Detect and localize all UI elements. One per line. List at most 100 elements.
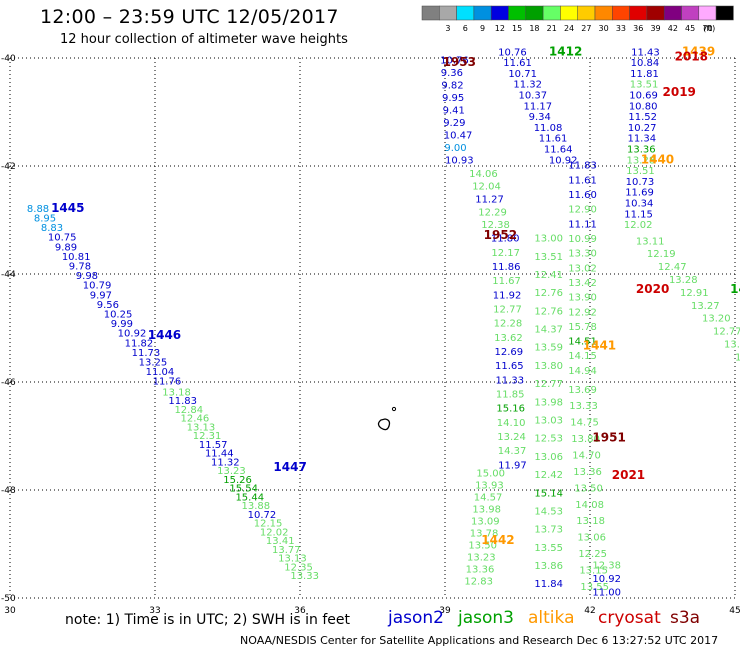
- wave-height-value: 11.92: [493, 290, 522, 301]
- colorbar-label: 30: [599, 24, 609, 33]
- wave-height-value: 12.04: [472, 182, 501, 193]
- wave-height-value: 13.09: [471, 517, 500, 528]
- colorbar-label: 27: [581, 24, 591, 33]
- wave-height-value: 11.04: [146, 367, 175, 378]
- wave-height-value: 13.88: [242, 501, 271, 512]
- pass-time-label: 1953: [443, 55, 476, 69]
- wave-height-value: 13.73: [534, 525, 563, 536]
- wave-height-value: 12.38: [592, 560, 621, 571]
- wave-height-value: 13.18: [162, 388, 191, 399]
- lat-tick-label: -50: [1, 594, 16, 604]
- wave-height-value: 11.83: [168, 396, 197, 407]
- colorbar-label: 21: [547, 24, 557, 33]
- wave-height-value: 13.27: [691, 301, 720, 312]
- islet-marker: [391, 406, 397, 412]
- legend-jason3: jason3: [458, 608, 514, 628]
- colorbar-label: 15: [512, 24, 522, 33]
- wave-height-value: 10.81: [62, 252, 91, 263]
- wave-height-value: 13.78: [470, 529, 499, 540]
- wave-height-value: 11.67: [492, 276, 521, 287]
- wave-height-value: 13.51: [534, 252, 563, 263]
- wave-height-value: 12.46: [181, 414, 210, 425]
- wave-height-value: 10.80: [629, 101, 658, 112]
- credit-footer: NOAA/NESDIS Center for Satellite Applica…: [240, 634, 719, 647]
- wave-height-value: 13.80: [571, 434, 600, 445]
- map-title: 12:00 – 23:59 UTC 12/05/2017: [40, 6, 339, 28]
- pass-time-labels: 1445 1446 1447 1953 1952 1951 1442 1441 1440 1439…: [51, 44, 740, 547]
- wave-height-value: 12.77: [493, 304, 522, 315]
- colorbar-swatch: [629, 5, 648, 21]
- wave-height-value: 13.42: [568, 278, 597, 289]
- wave-height-value: 13.69: [568, 385, 597, 396]
- lat-tick-label: -46: [1, 378, 16, 388]
- wave-height-value: 14.06: [469, 169, 498, 180]
- wave-height-value: 13.90: [568, 293, 597, 304]
- wave-height-value: 12.53: [534, 434, 563, 445]
- wave-height-value: 9.00: [444, 143, 466, 154]
- wave-height-value: 15.78: [568, 322, 597, 333]
- wave-height-value: 9.78: [69, 262, 91, 273]
- wave-height-value: 11.81: [630, 69, 659, 80]
- track-jason2: 13.1811.8312.8412.4613.1312.3111.5711.44…: [162, 388, 319, 583]
- pass-time-label: 2021: [612, 468, 645, 482]
- wave-height-value: 9.56: [97, 300, 119, 311]
- wave-height-value: 11.82: [125, 338, 154, 349]
- colorbar-swatch: [542, 5, 561, 21]
- wave-height-value: 11.61: [539, 134, 568, 145]
- lat-tick-label: -42: [1, 162, 16, 172]
- wave-height-value: 14.70: [572, 451, 601, 462]
- wave-height-value: 11.83: [568, 161, 597, 172]
- lat-lon-grid: [9, 57, 736, 599]
- wave-height-value: 9.36: [441, 68, 463, 79]
- wave-height-value: 15.00: [476, 469, 505, 480]
- wave-height-value: 13.51: [630, 80, 659, 91]
- colorbar-label: 39: [650, 24, 660, 33]
- colorbar-label: 12: [495, 24, 505, 33]
- wave-height-value: 11.64: [544, 145, 573, 156]
- wave-height-value: 9.98: [76, 271, 98, 282]
- wave-height-value: 12.77: [713, 327, 740, 338]
- wave-height-value: 12.35: [284, 562, 313, 573]
- pass-time-label: 1442: [481, 533, 514, 547]
- wave-height-value: 13.93: [475, 481, 504, 492]
- track-jason3: 12.38 10.92 11.00: [592, 560, 621, 598]
- pass-time-label: 1447: [273, 460, 306, 474]
- colorbar-unit: (ft): [703, 24, 715, 33]
- legend-cryosat: cryosat: [598, 608, 661, 628]
- pass-time-label: 2018: [675, 50, 708, 64]
- colorbar-label: 42: [668, 24, 678, 33]
- wave-height-value: 10.93: [445, 155, 474, 166]
- map-subtitle: 12 hour collection of altimeter wave hei…: [60, 32, 348, 47]
- wave-height-value: 13.33: [569, 401, 598, 412]
- wave-height-value: 13.00: [534, 234, 563, 245]
- wave-height-value: 11.34: [627, 134, 656, 145]
- wave-height-value: 14.51: [568, 337, 597, 348]
- wave-height-value: 10.79: [83, 281, 112, 292]
- colorbar-label: 3: [445, 24, 450, 33]
- wave-height-value: 13.03: [534, 415, 563, 426]
- wave-height-value: 9.34: [529, 112, 551, 123]
- wave-height-value: 10.72: [248, 510, 277, 521]
- wave-height-value: 12.38: [481, 220, 510, 231]
- wave-height-value: 11.60: [568, 190, 597, 201]
- wave-height-value: 12.17: [491, 248, 520, 259]
- wave-height-value: 10.69: [629, 91, 658, 102]
- track-jason2: 10.7611.6110.7111.3210.3711.179.3411.081…: [498, 47, 577, 166]
- wave-height-value: 11.52: [628, 112, 657, 123]
- track-jason3: 13.11 12.19 12.47 13.28 12.91 13.27 13.20 12.77…: [636, 236, 740, 363]
- colorbar-swatch: [525, 5, 544, 21]
- track-jason3: 13.00 13.51 12.41 12.76 12.76 14.37 13.59 13.80…: [534, 234, 563, 591]
- colorbar-label: 33: [616, 24, 626, 33]
- wave-height-value: 13.06: [534, 452, 563, 463]
- wave-height-value: 11.69: [625, 188, 654, 199]
- wave-height-value: 13.36: [627, 145, 656, 156]
- wave-height-value: 13.59: [534, 343, 563, 354]
- colorbar-swatch: [663, 5, 682, 21]
- wave-height-value: 13.23: [217, 466, 246, 477]
- wave-height-value: 14.10: [497, 418, 526, 429]
- wave-height-value: 11.61: [568, 175, 597, 186]
- wave-height-value: 11.73: [132, 348, 161, 359]
- wave-height-value: 13.55: [534, 543, 563, 554]
